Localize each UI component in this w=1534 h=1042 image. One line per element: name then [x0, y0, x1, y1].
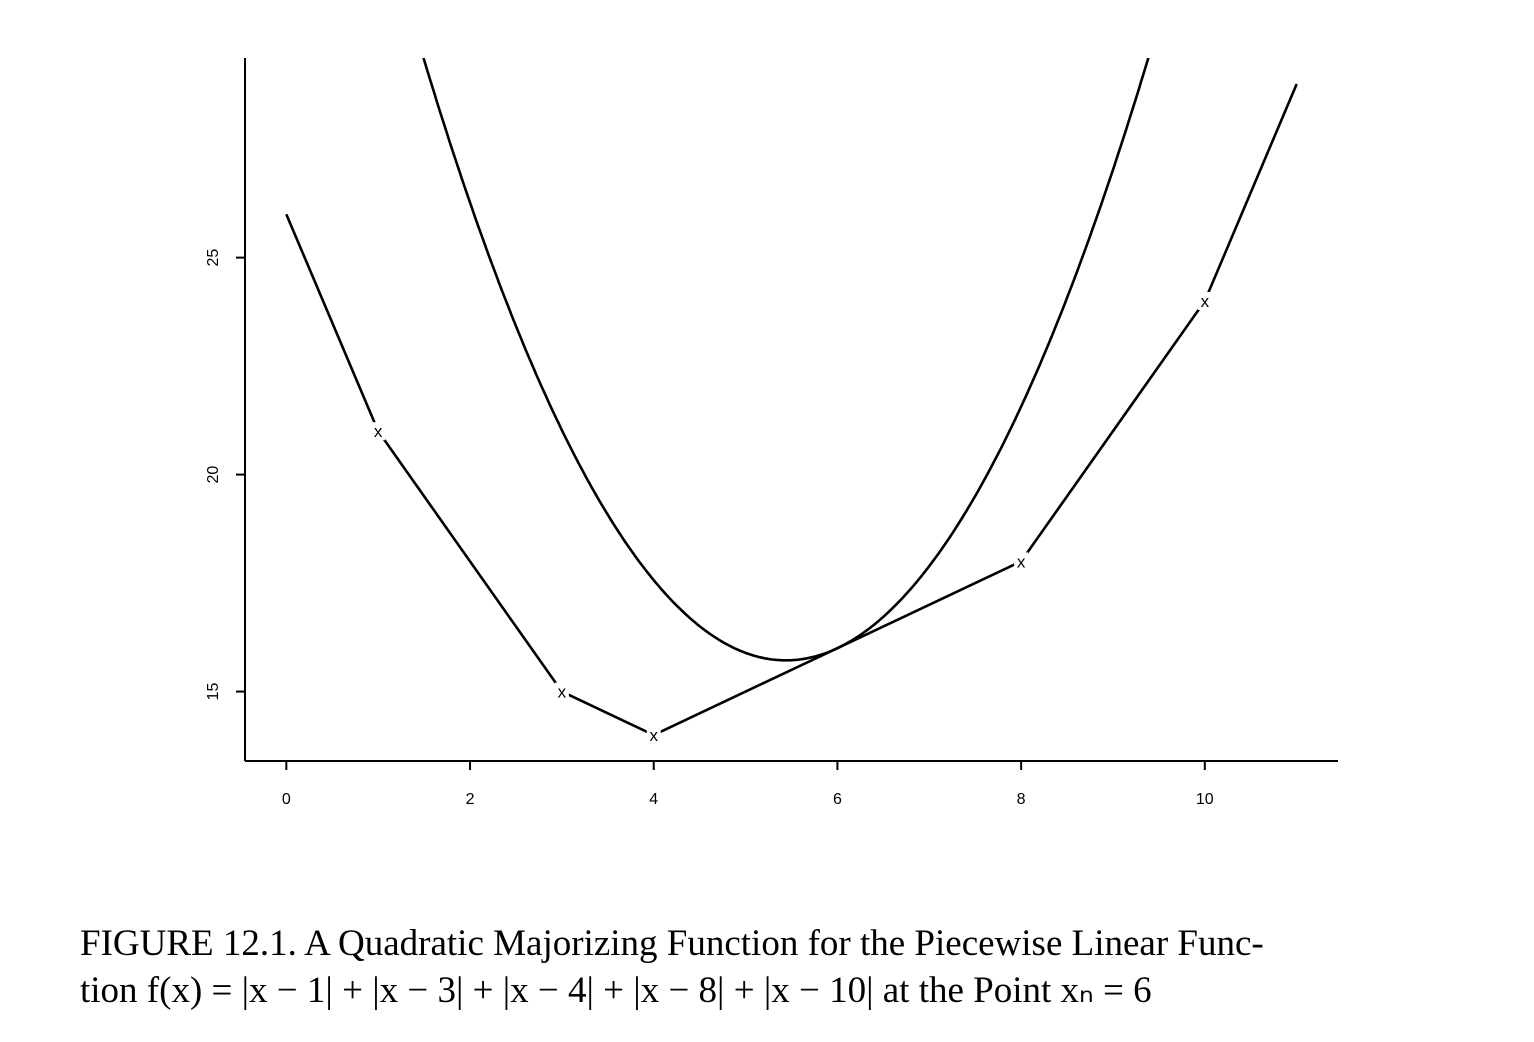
- figure-caption: FIGURE 12.1. A Quadratic Majorizing Func…: [80, 920, 1480, 1014]
- x-tick-label: 2: [466, 791, 475, 808]
- caption-line-1: FIGURE 12.1. A Quadratic Majorizing Func…: [80, 923, 1264, 964]
- data-point-marker: x: [374, 422, 383, 441]
- marker-knockout: [554, 682, 569, 701]
- y-tick-label: 15: [205, 683, 222, 701]
- x-tick-label: 10: [1196, 791, 1214, 808]
- marker-knockout: [1014, 552, 1029, 571]
- axes: 0 2 4 6 8 10 15 20 25: [205, 58, 1338, 808]
- y-tick-label: 25: [205, 249, 222, 267]
- x-tick-label: 6: [833, 791, 842, 808]
- data-point-marker: x: [558, 683, 567, 702]
- x-tick-label: 8: [1017, 791, 1026, 808]
- quadratic-majorizer-curve: [422, 58, 1150, 662]
- marker-knockout: [371, 422, 386, 441]
- piecewise-linear-line: [285, 83, 1298, 737]
- marker-knockout: [646, 725, 661, 744]
- plot-marks: x x x x x: [285, 58, 1298, 745]
- x-tick-label: 4: [649, 791, 658, 808]
- y-tick-label: 20: [205, 466, 222, 484]
- caption-line-2: tion f(x) = |x − 1| + |x − 3| + |x − 4| …: [80, 970, 1152, 1011]
- chart: 0 2 4 6 8 10 15 20 25 x x x x x: [205, 58, 1338, 808]
- data-point-marker: x: [649, 726, 658, 745]
- data-point-marker: x: [1017, 552, 1026, 571]
- data-point-marker: x: [1201, 292, 1210, 311]
- x-tick-label: 0: [282, 791, 291, 808]
- marker-knockout: [1197, 292, 1212, 311]
